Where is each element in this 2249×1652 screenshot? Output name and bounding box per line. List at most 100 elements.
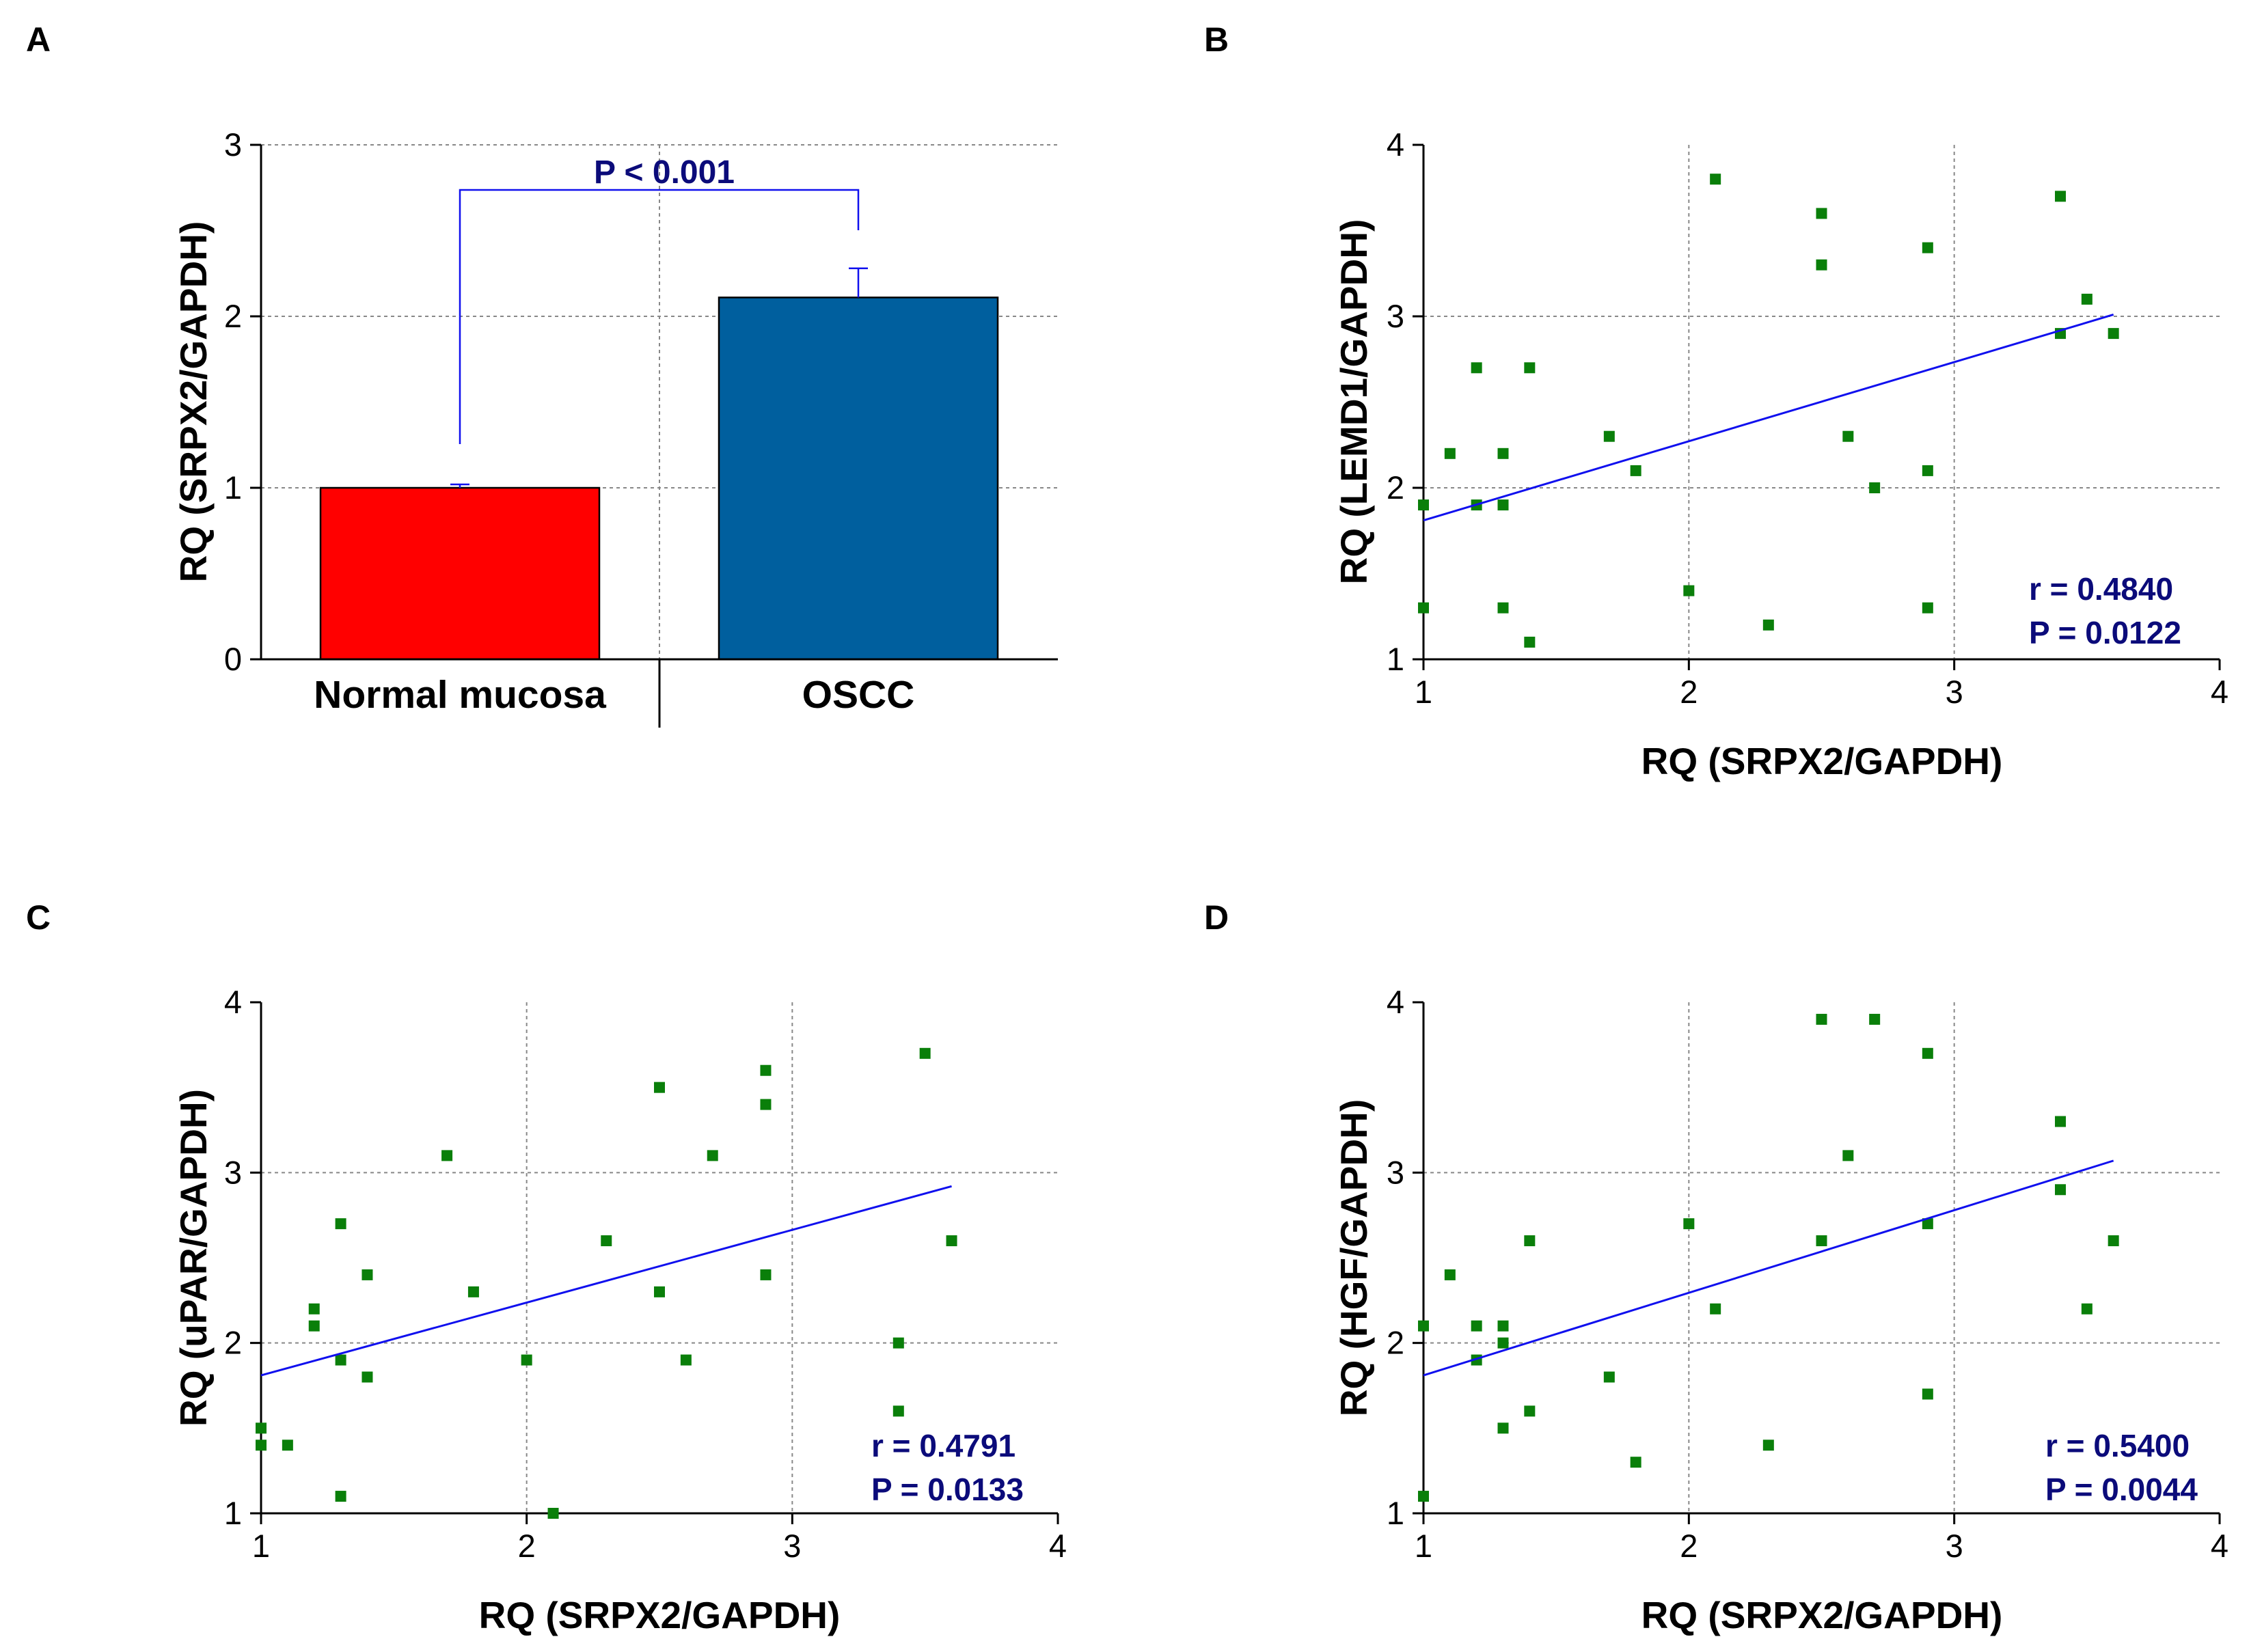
significance-bracket (459, 189, 860, 444)
x-tick-label-c: 2 (518, 1528, 536, 1564)
data-point-b (1922, 602, 1933, 614)
bar-oscc (718, 297, 999, 661)
data-point-b (1497, 602, 1509, 614)
data-point-d (1922, 1388, 1933, 1400)
y-tick-label-b: 3 (1387, 298, 1404, 334)
fit-line-d (1423, 1159, 2114, 1377)
category-label-oscc: OSCC (802, 673, 915, 717)
data-point-d (1603, 1371, 1615, 1383)
points-c (256, 1047, 957, 1519)
data-point-b (1922, 242, 1933, 253)
y-tick-label-a: 1 (224, 469, 242, 506)
x-tick-label-d: 2 (1680, 1528, 1698, 1564)
data-point-d (1816, 1235, 1827, 1247)
p-value-d: P = 0.0044 (2045, 1472, 2198, 1507)
ticks-c: 1 2 3 4 1 2 3 4 (224, 984, 1067, 1564)
x-axis-title-c: RQ (SRPX2/GAPDH) (479, 1594, 841, 1636)
data-point-c (308, 1303, 320, 1314)
data-point-d (1922, 1047, 1933, 1059)
data-point-d (1497, 1337, 1509, 1349)
panel-label-c: C (26, 898, 51, 937)
bars-a (319, 267, 999, 661)
data-point-b (1471, 362, 1482, 374)
x-tick-label-c: 4 (1049, 1528, 1067, 1564)
points-d (1418, 1013, 2119, 1502)
data-point-d (1471, 1320, 1482, 1332)
data-point-b (1869, 482, 1881, 493)
data-point-b (1762, 619, 1774, 631)
data-point-c (707, 1150, 718, 1161)
x-tick-label-b: 3 (1946, 674, 1963, 710)
x-tick-label-c: 3 (783, 1528, 801, 1564)
y-tick-label-b: 2 (1387, 469, 1404, 506)
y-tick-label-a: 0 (224, 641, 242, 677)
panel-b: B 1 2 3 4 1 2 3 4 RQ (LEMD1/GAPDH) RQ (SRPX2/GA… (1204, 20, 2228, 782)
data-point-c (946, 1235, 957, 1247)
x-tick-label-b: 2 (1680, 674, 1698, 710)
data-point-d (1497, 1422, 1509, 1434)
data-point-d (1710, 1303, 1721, 1314)
data-point-d (1418, 1491, 1429, 1502)
x-tick-label-d: 3 (1946, 1528, 1963, 1564)
y-ticks-a: 0 1 2 3 (224, 126, 261, 677)
data-point-b (1497, 448, 1509, 459)
data-point-b (1524, 362, 1536, 374)
data-point-d (1524, 1235, 1536, 1247)
data-point-c (441, 1150, 453, 1161)
x-tick-label-d: 1 (1415, 1528, 1432, 1564)
data-point-d (2055, 1184, 2066, 1196)
data-point-b (2081, 293, 2093, 305)
x-axis-title-d: RQ (SRPX2/GAPDH) (1641, 1594, 2003, 1636)
y-tick-label-b: 4 (1387, 126, 1404, 163)
y-axis-title-b: RQ (LEMD1/GAPDH) (1333, 219, 1375, 585)
data-point-c (467, 1286, 479, 1297)
data-point-c (256, 1440, 267, 1451)
data-point-d (1418, 1320, 1429, 1332)
data-point-d (1842, 1150, 1854, 1161)
data-point-d (1630, 1457, 1641, 1468)
data-point-d (1683, 1218, 1695, 1230)
data-point-c (760, 1269, 772, 1280)
data-point-c (256, 1422, 267, 1434)
data-point-c (601, 1235, 612, 1247)
data-point-b (1816, 208, 1827, 219)
data-point-b (1418, 499, 1429, 511)
x-tick-label-b: 1 (1415, 674, 1432, 710)
data-point-b (2108, 328, 2119, 340)
points-b (1418, 174, 2119, 648)
data-point-c (335, 1218, 346, 1230)
data-point-c (547, 1508, 559, 1519)
data-point-c (654, 1286, 665, 1297)
data-point-d (2081, 1303, 2093, 1314)
data-point-b (1444, 448, 1456, 459)
data-point-c (282, 1440, 293, 1451)
data-point-d (2055, 1116, 2066, 1127)
data-point-c (308, 1320, 320, 1332)
y-tick-label-c: 4 (224, 984, 242, 1020)
data-point-c (335, 1491, 346, 1502)
data-point-c (892, 1337, 904, 1349)
data-point-d (1524, 1405, 1536, 1417)
data-point-c (362, 1371, 373, 1383)
data-point-d (1497, 1320, 1509, 1332)
data-point-d (1922, 1218, 1933, 1230)
data-point-d (1816, 1013, 1827, 1025)
data-point-b (1816, 259, 1827, 271)
bar-normal-mucosa (319, 486, 601, 661)
data-point-b (1524, 636, 1536, 648)
data-point-c (654, 1082, 665, 1093)
panel-d: D 1 2 3 4 1 2 3 4 RQ (HGF/GAPDH) RQ (SRPX2/GAPD… (1204, 898, 2228, 1636)
data-point-b (1842, 430, 1854, 442)
y-axis-title-a: RQ (SRPX2/GAPDH) (172, 221, 215, 583)
y-tick-label-d: 3 (1387, 1154, 1404, 1190)
fit-line-b (1423, 314, 2114, 522)
y-axis-title-d: RQ (HGF/GAPDH) (1333, 1099, 1375, 1416)
y-tick-label-d: 4 (1387, 984, 1404, 1020)
panel-label-b: B (1204, 20, 1229, 59)
y-tick-label-d: 1 (1387, 1495, 1404, 1531)
y-tick-label-c: 1 (224, 1495, 242, 1531)
y-tick-label-b: 1 (1387, 641, 1404, 677)
data-point-d (1762, 1440, 1774, 1451)
r-value-b: r = 0.4840 (2029, 571, 2173, 607)
